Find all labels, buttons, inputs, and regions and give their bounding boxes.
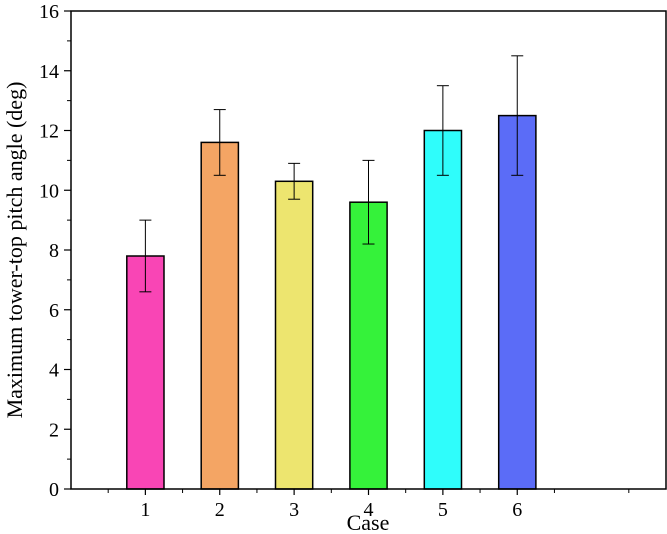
bars xyxy=(126,114,537,490)
x-tick-label-1: 1 xyxy=(140,499,150,521)
error-bars xyxy=(139,55,524,293)
y-tick-label-10: 10 xyxy=(39,180,59,202)
bar-case-5 xyxy=(423,129,463,490)
bar-case-3 xyxy=(274,180,314,490)
y-axis-label: Maximum tower-top pitch angle (deg) xyxy=(2,82,27,419)
x-tick-label-5: 5 xyxy=(438,499,448,521)
x-tick-label-2: 2 xyxy=(215,499,225,521)
y-tick-label-12: 12 xyxy=(39,121,59,143)
bar-case-4 xyxy=(349,201,388,490)
bar-case-2 xyxy=(200,141,240,490)
y-ticks: 0 2 4 6 8 10 12 14 16 xyxy=(39,1,71,501)
x-axis-label: Case xyxy=(347,510,390,534)
y-tick-label-6: 6 xyxy=(49,300,59,322)
y-tick-label-16: 16 xyxy=(39,1,59,23)
y-tick-label-4: 4 xyxy=(49,360,59,382)
y-tick-label-2: 2 xyxy=(49,419,59,441)
y-tick-label-14: 14 xyxy=(39,61,59,83)
x-tick-label-4: 4 xyxy=(364,499,374,521)
x-tick-label-3: 3 xyxy=(289,499,299,521)
x-tick-label-6: 6 xyxy=(512,499,522,521)
y-tick-label-8: 8 xyxy=(49,240,59,262)
x-ticks: 1 2 3 4 5 6 xyxy=(107,489,630,521)
bar-case-1 xyxy=(126,255,165,490)
y-tick-label-0: 0 xyxy=(49,479,59,501)
bar-case-6 xyxy=(497,114,537,490)
